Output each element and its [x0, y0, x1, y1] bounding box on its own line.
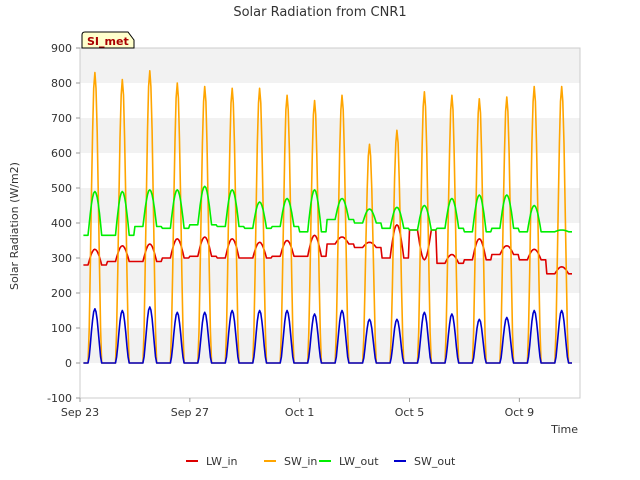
y-axis-ticks: -100 0 100 200 300 400 500 600 700 800 900 — [47, 42, 80, 405]
y-tick-label: 800 — [51, 77, 72, 90]
x-tick-label: Oct 1 — [285, 406, 315, 419]
site-label-box: SI_met — [81, 31, 135, 49]
series-line-lw-in — [83, 224, 572, 275]
x-axis-label: Time — [550, 423, 578, 436]
legend-label-lw-in: LW_in — [206, 455, 238, 468]
y-tick-label: 500 — [51, 182, 72, 195]
y-tick-label: 200 — [51, 287, 72, 300]
grid-band — [80, 293, 580, 328]
data-series-lines — [83, 70, 572, 364]
chart-title: Solar Radiation from CNR1 — [233, 5, 406, 20]
y-tick-label: 400 — [51, 217, 72, 230]
legend-label-sw-out: SW_out — [414, 455, 456, 468]
grid-band — [80, 188, 580, 223]
x-tick-label: Sep 27 — [171, 406, 209, 419]
grid-band — [80, 153, 580, 188]
grid-band — [80, 118, 580, 153]
x-tick-label: Oct 5 — [395, 406, 425, 419]
site-label: SI_met — [87, 35, 129, 48]
legend: LW_in SW_in LW_out SW_out — [186, 455, 456, 468]
x-tick-label: Oct 9 — [505, 406, 535, 419]
grid-band — [80, 48, 580, 83]
y-tick-label: 100 — [51, 322, 72, 335]
x-axis-ticks: Sep 23 Sep 27 Oct 1 Oct 5 Oct 9 — [61, 398, 534, 419]
grid-band — [80, 363, 580, 398]
y-axis-label: Solar Radiation (W/m2) — [8, 162, 21, 290]
legend-label-sw-in: SW_in — [284, 455, 317, 468]
y-tick-label: 0 — [65, 357, 72, 370]
grid-band — [80, 328, 580, 363]
series-line-sw-out — [83, 306, 572, 364]
x-tick-label: Sep 23 — [61, 406, 99, 419]
y-tick-label: 700 — [51, 112, 72, 125]
y-tick-label: 600 — [51, 147, 72, 160]
y-tick-label: -100 — [47, 392, 72, 405]
legend-label-lw-out: LW_out — [339, 455, 379, 468]
grid-band — [80, 83, 580, 118]
series-line-lw-out — [83, 185, 572, 237]
y-tick-label: 300 — [51, 252, 72, 265]
plot-background-bands — [80, 48, 580, 398]
grid-band — [80, 258, 580, 293]
y-tick-label: 900 — [51, 42, 72, 55]
